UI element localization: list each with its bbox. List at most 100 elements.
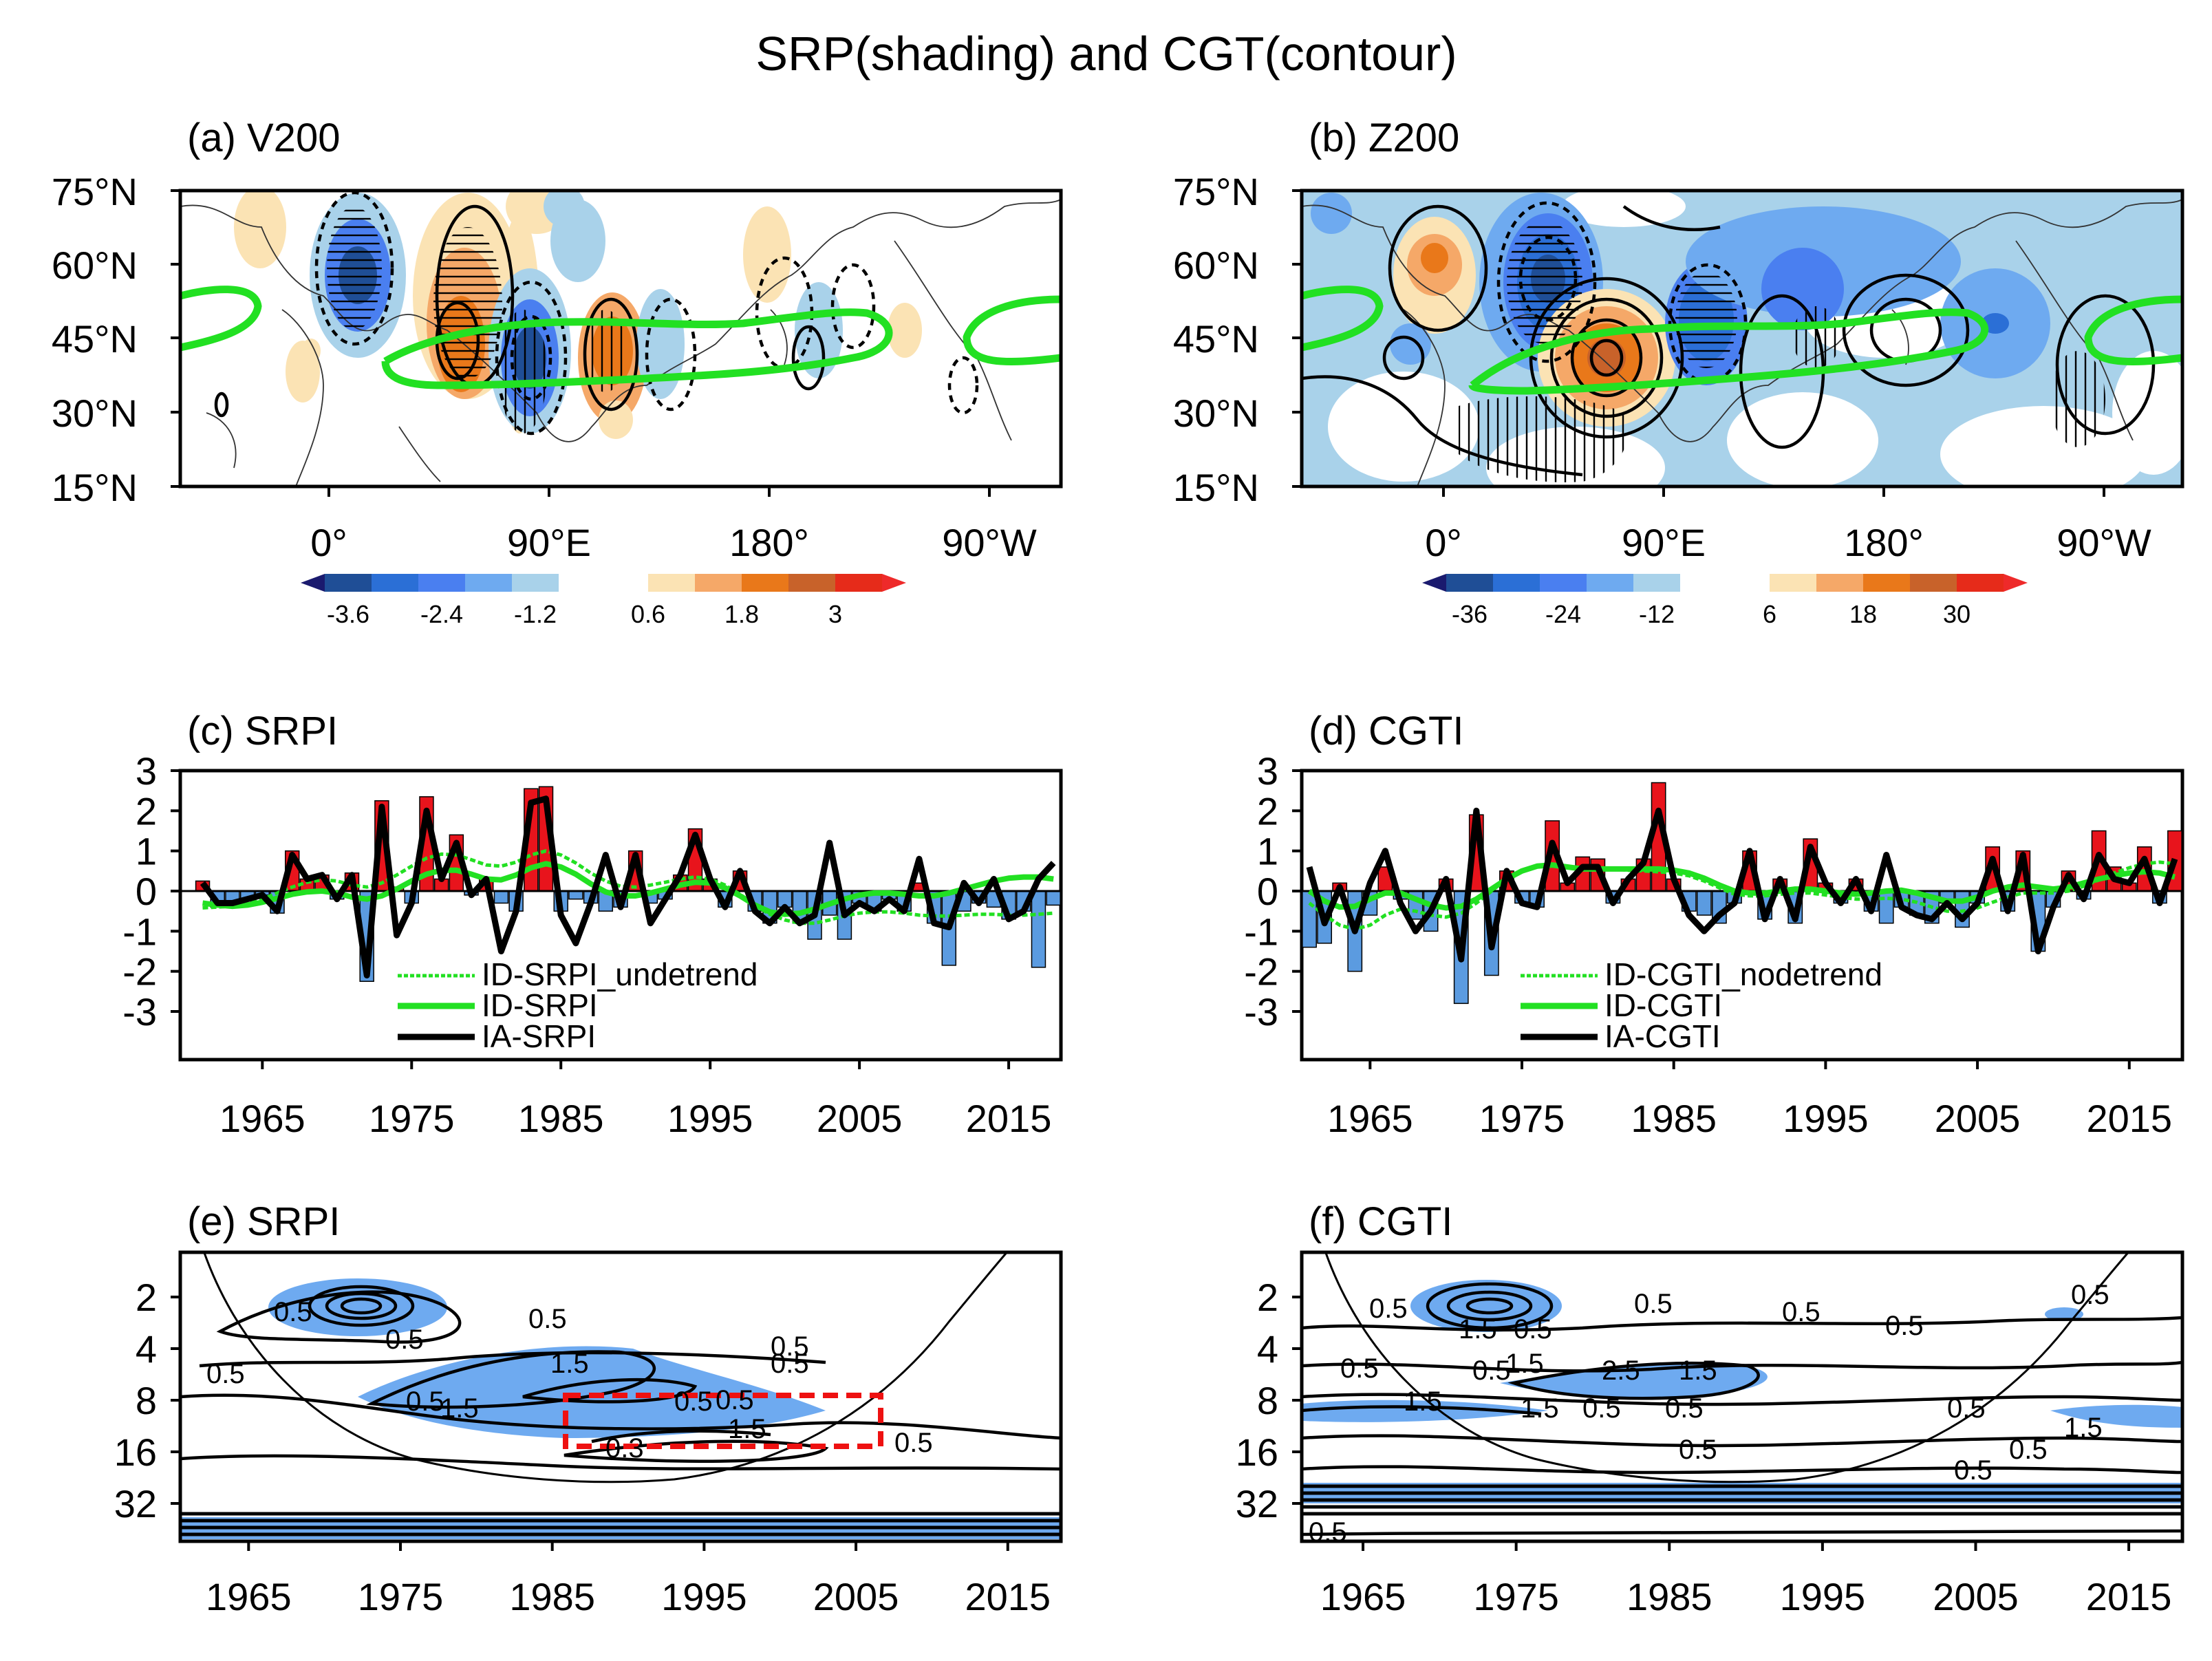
panel-e-wavelet bbox=[180, 1252, 1061, 1539]
c-ytick-label-6: -3 bbox=[122, 990, 157, 1033]
panel-d-x-ticks: 1965 1975 1985 1995 2005 2015 bbox=[1327, 1060, 2172, 1140]
panel-a-lat-ticks: 75°N 60°N 45°N 30°N 15°N bbox=[52, 170, 180, 509]
panel-e-clabel-1: 0.5 bbox=[385, 1325, 424, 1355]
c-xtick-label-3: 1995 bbox=[667, 1097, 753, 1140]
panel-e-clabel-4: 0.5 bbox=[771, 1331, 809, 1362]
panel-f-label: (f) CGTI bbox=[1309, 1199, 1452, 1244]
panel-e-label: (e) SRPI bbox=[187, 1199, 340, 1244]
panel-b-cb-neg-0: -36 bbox=[1452, 600, 1488, 628]
d-series-IA-CGTI bbox=[1306, 807, 2178, 963]
panel-b-lat-4: 15°N bbox=[1173, 466, 1259, 509]
panel-a-map bbox=[180, 191, 1061, 486]
panel-b-map bbox=[1302, 191, 2182, 486]
panel-f: (f) CGTI 0.5 1.5 bbox=[1236, 1199, 2184, 1618]
f-xtick-label-2: 1985 bbox=[1626, 1575, 1712, 1618]
panel-f-clabel-14: 0.5 bbox=[1947, 1393, 1986, 1424]
panel-a-lon-1: 90°E bbox=[507, 521, 591, 564]
panel-e: (e) SRPI 0.5 0.5 0.5 bbox=[114, 1199, 1063, 1618]
panel-e-clabel-13: 0.5 bbox=[716, 1385, 754, 1415]
panel-f-clabel-9: 1.5 bbox=[1679, 1355, 1717, 1386]
d-xtick-label-1: 1975 bbox=[1479, 1097, 1565, 1140]
d-ytick-label-6: -3 bbox=[1244, 990, 1278, 1033]
panel-f-contour-labels: 0.5 1.5 0.5 0.5 0.5 0.5 0.5 0.5 2.5 1.5 … bbox=[1309, 1280, 2109, 1547]
c-ytick-label-1: 2 bbox=[136, 789, 157, 833]
c-bar-2017 bbox=[1031, 890, 1046, 968]
panel-f-clabel-3: 0.5 bbox=[1634, 1289, 1673, 1319]
e-ytick-label-2: 8 bbox=[136, 1379, 157, 1422]
panel-a-lon-ticks: 0° 90°E 180° 90°W bbox=[310, 486, 1037, 564]
panel-e-x-ticks: 1965 1975 1985 1995 2005 2015 bbox=[206, 1541, 1051, 1618]
panel-a-label: (a) V200 bbox=[187, 116, 340, 160]
f-xtick-label-3: 1995 bbox=[1780, 1575, 1866, 1618]
panel-a-lon-2: 180° bbox=[729, 521, 809, 564]
d-bar-1999 bbox=[1878, 890, 1894, 924]
c-xtick-label-5: 2015 bbox=[966, 1097, 1052, 1140]
c-ytick-label-5: -2 bbox=[122, 950, 157, 994]
f-ytick-label-1: 4 bbox=[1257, 1327, 1278, 1371]
panel-b-lon-1: 90°E bbox=[1622, 521, 1706, 564]
panel-b-cb-pos-0: 6 bbox=[1763, 600, 1776, 628]
e-ytick-label-3: 16 bbox=[114, 1430, 157, 1474]
panel-f-clabel-6: 0.5 bbox=[2071, 1280, 2109, 1310]
panel-a-lat-3: 30°N bbox=[52, 392, 138, 435]
panel-b-label: (b) Z200 bbox=[1309, 116, 1459, 160]
e-xtick-label-1: 1975 bbox=[358, 1575, 444, 1618]
panel-a-lat-2: 45°N bbox=[52, 317, 138, 361]
d-xtick-label-0: 1965 bbox=[1327, 1097, 1413, 1140]
panel-b-lon-0: 0° bbox=[1425, 521, 1462, 564]
panel-e-clabel-9: 0.3 bbox=[605, 1433, 644, 1464]
d-ytick-label-2: 1 bbox=[1257, 830, 1278, 873]
e-ytick-label-4: 32 bbox=[114, 1482, 157, 1525]
panel-a-lat-1: 60°N bbox=[52, 244, 138, 287]
panel-f-clabel-0: 0.5 bbox=[1369, 1294, 1408, 1324]
panel-f-clabel-5: 0.5 bbox=[1885, 1311, 1924, 1341]
e-xtick-label-4: 2005 bbox=[813, 1575, 899, 1618]
panel-b-lon-ticks: 0° 90°E 180° 90°W bbox=[1425, 486, 2151, 564]
panel-c-legend-2: IA-SRPI bbox=[482, 1018, 596, 1054]
panel-f-clabel-17: 1.5 bbox=[2064, 1413, 2103, 1443]
figure-title: SRP(shading) and CGT(contour) bbox=[755, 27, 1457, 81]
panel-b: (b) Z200 bbox=[1173, 116, 2184, 628]
d-xtick-label-4: 2005 bbox=[1935, 1097, 2021, 1140]
d-ytick-label-4: -1 bbox=[1244, 910, 1278, 953]
f-xtick-label-1: 1975 bbox=[1473, 1575, 1559, 1618]
panel-f-clabel-11: 1.5 bbox=[1404, 1386, 1442, 1417]
panel-a-cb-pos-2: 3 bbox=[828, 600, 842, 628]
panel-d-legend-2: IA-CGTI bbox=[1604, 1018, 1721, 1054]
panel-f-clabel-8: 2.5 bbox=[1602, 1355, 1640, 1386]
panel-e-clabel-7: 1.5 bbox=[440, 1393, 479, 1424]
panel-e-clabel-8: 0.5 bbox=[406, 1386, 444, 1417]
d-xtick-label-2: 1985 bbox=[1631, 1097, 1717, 1140]
panel-e-clabel-5: 0.5 bbox=[771, 1349, 809, 1379]
panel-b-lat-2: 45°N bbox=[1173, 317, 1259, 361]
f-xtick-label-0: 1965 bbox=[1320, 1575, 1406, 1618]
f-ytick-label-4: 32 bbox=[1236, 1482, 1278, 1525]
panel-f-y-ticks: 2 4 8 16 32 bbox=[1236, 1276, 1302, 1525]
panel-e-clabel-0: 0.5 bbox=[274, 1297, 312, 1327]
panel-a-lat-0: 75°N bbox=[52, 170, 138, 213]
panel-f-clabel-4: 0.5 bbox=[1782, 1297, 1821, 1327]
d-ytick-label-5: -2 bbox=[1244, 950, 1278, 994]
c-series-IA-SRPI bbox=[200, 795, 1056, 978]
panel-f-wavelet bbox=[1302, 1252, 2182, 1536]
panel-b-lon-3: 90°W bbox=[2057, 521, 2151, 564]
e-xtick-label-3: 1995 bbox=[661, 1575, 747, 1618]
d-ytick-label-0: 3 bbox=[1257, 749, 1278, 793]
d-ytick-label-1: 2 bbox=[1257, 789, 1278, 833]
panel-f-clabel-18: 0.5 bbox=[1679, 1435, 1717, 1465]
panel-a-lon-0: 0° bbox=[310, 521, 347, 564]
panel-f-clabel-19: 0.5 bbox=[2009, 1435, 2048, 1465]
panel-d-lines bbox=[1306, 807, 2178, 963]
c-ytick-label-0: 3 bbox=[136, 749, 157, 793]
panel-f-clabel-1: 1.5 bbox=[1459, 1314, 1497, 1344]
e-ytick-label-0: 2 bbox=[136, 1276, 157, 1319]
panel-a-cb-neg-2: -1.2 bbox=[514, 600, 557, 628]
panel-d-legend-0: ID-CGTI_nodetrend bbox=[1604, 956, 1882, 992]
panel-c-legend-1: ID-SRPI bbox=[482, 987, 598, 1023]
panel-e-clabel-11: 0.5 bbox=[894, 1428, 933, 1458]
